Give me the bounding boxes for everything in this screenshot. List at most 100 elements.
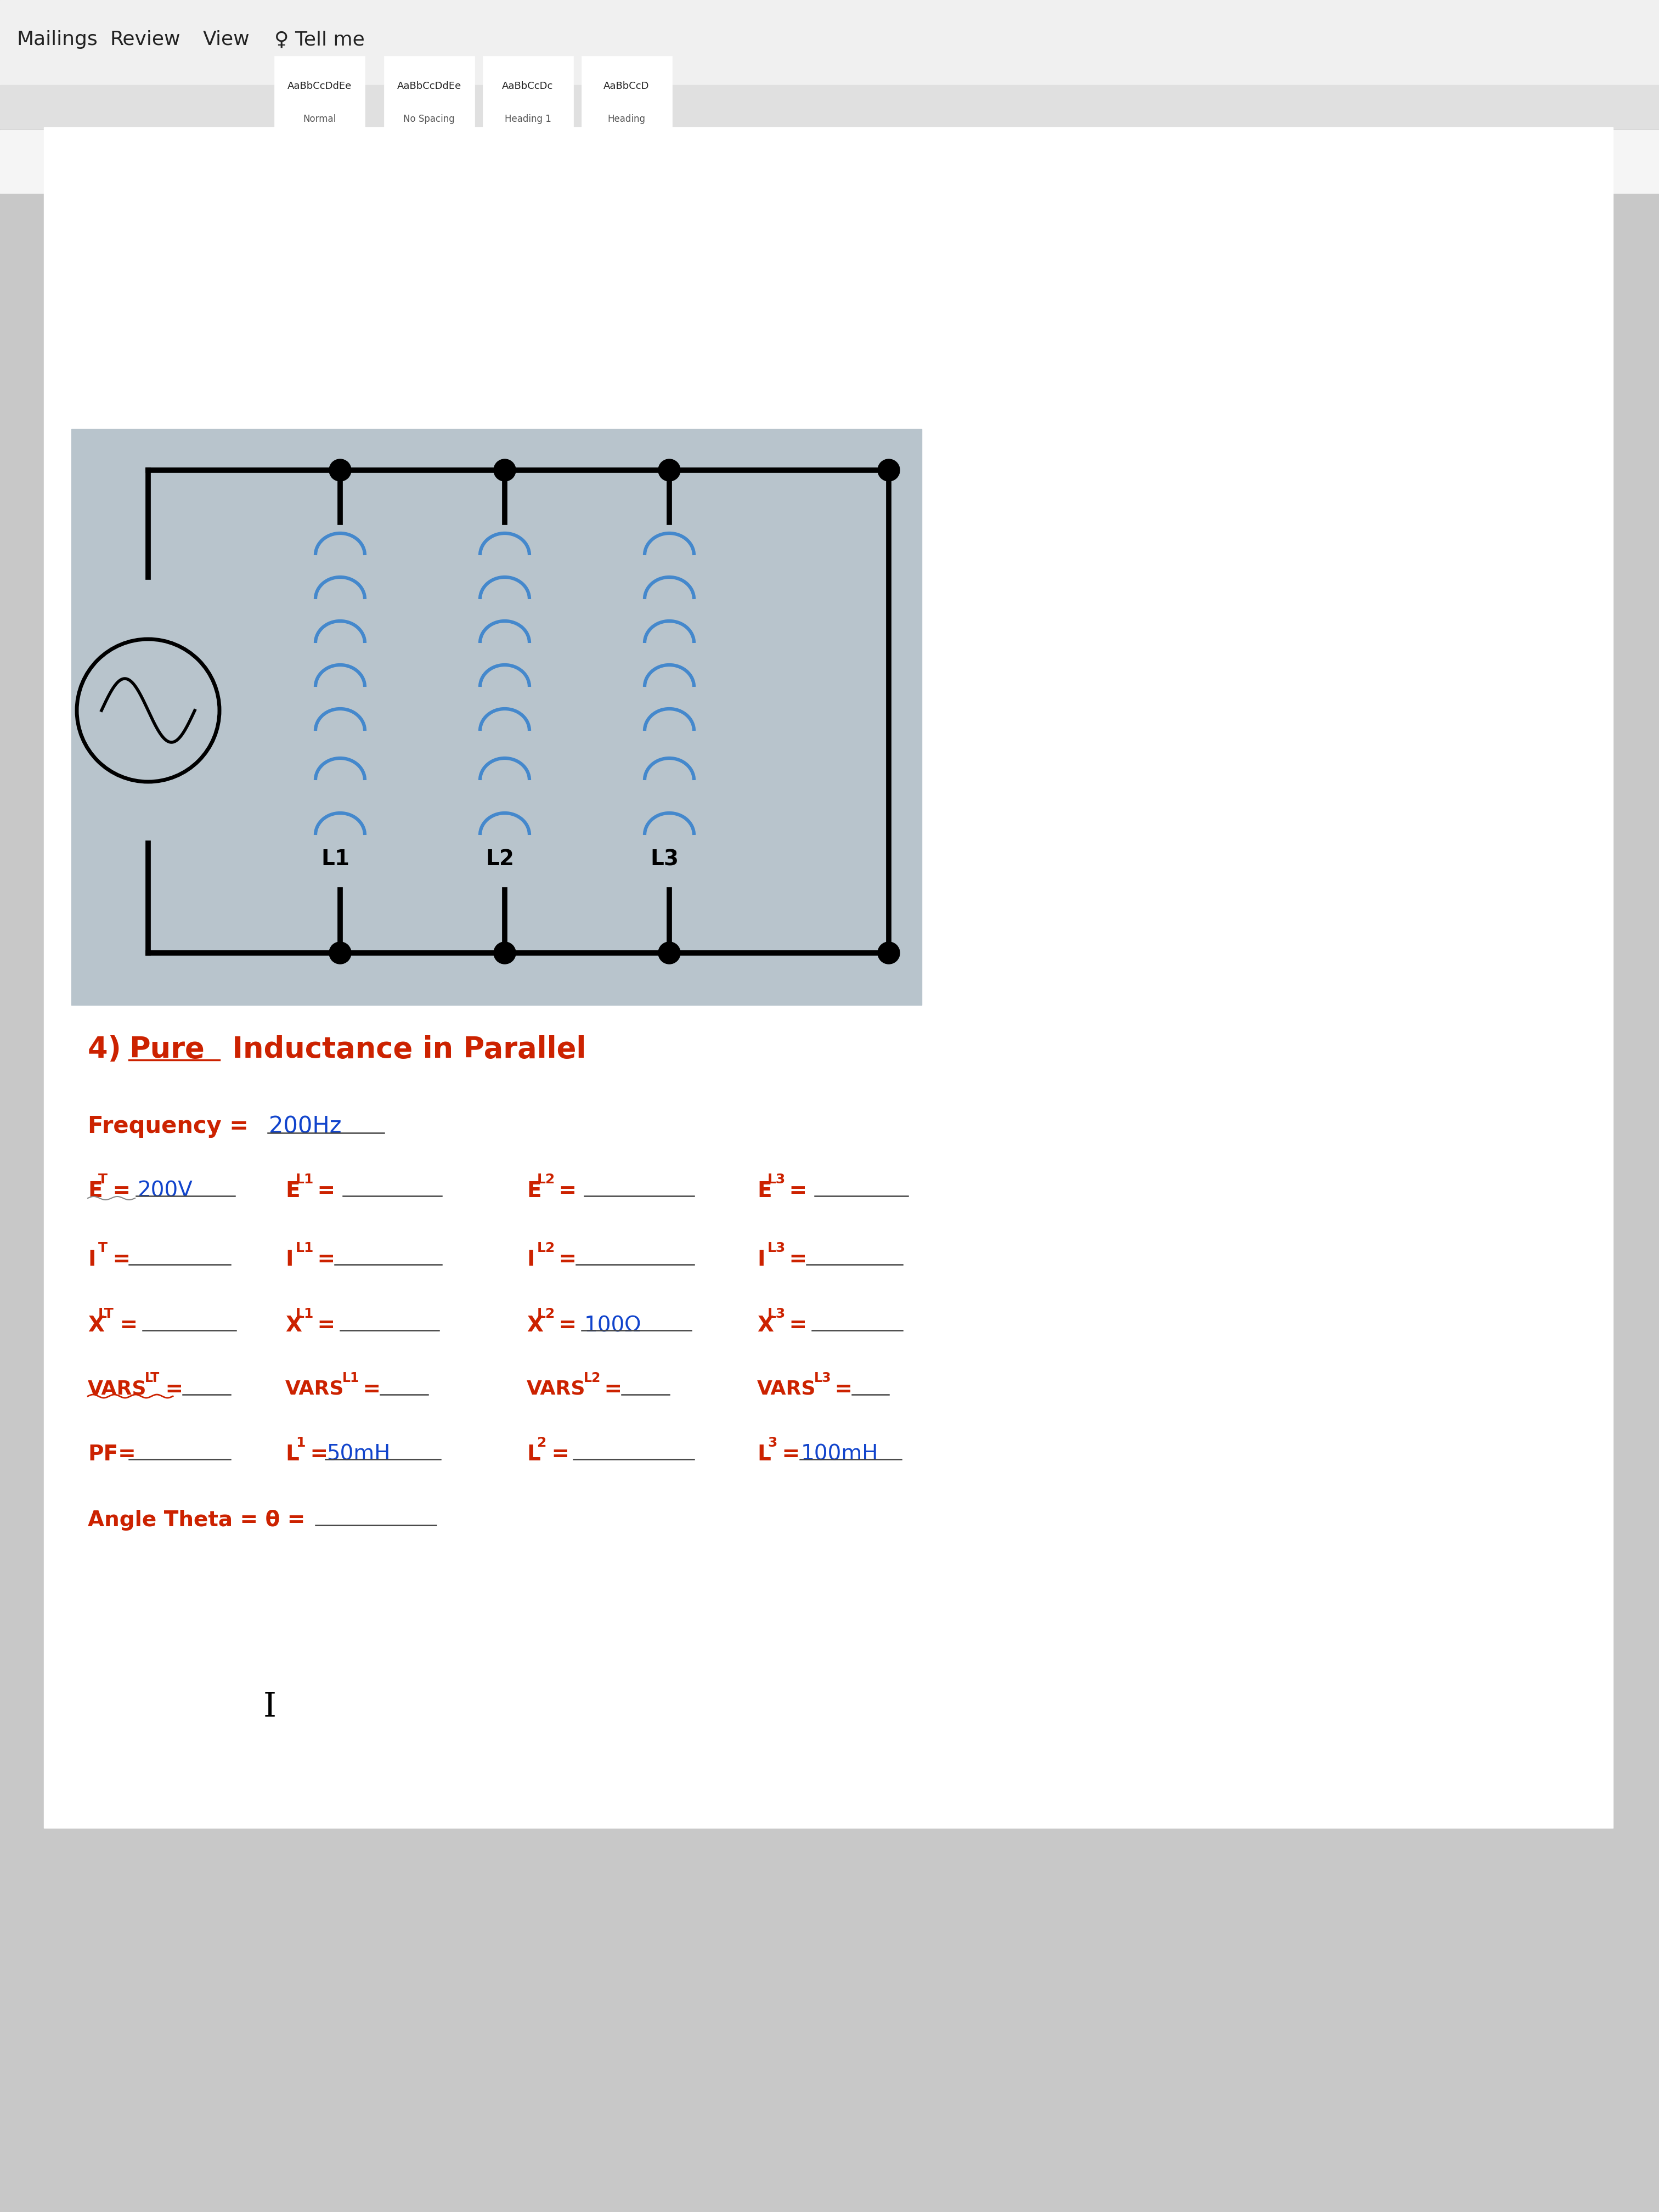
Text: T: T (98, 1241, 108, 1254)
Circle shape (878, 460, 899, 482)
Text: L3: L3 (650, 849, 679, 869)
Text: L2: L2 (486, 849, 514, 869)
Text: =: = (551, 1314, 577, 1336)
Text: 200V: 200V (138, 1181, 192, 1201)
Text: L1: L1 (320, 849, 350, 869)
Text: =: = (597, 1380, 622, 1400)
Text: X: X (526, 1314, 542, 1336)
Text: I: I (757, 1250, 765, 1270)
Bar (483, 55, 574, 128)
Text: L2: L2 (584, 1371, 601, 1385)
Text: L3: L3 (768, 1172, 786, 1186)
Text: VARS: VARS (88, 1380, 146, 1398)
Text: AaBbCcDdEe: AaBbCcDdEe (397, 82, 461, 91)
Text: 1: 1 (295, 1436, 305, 1449)
Text: 100mH: 100mH (801, 1444, 879, 1464)
Text: AaBbCcDc: AaBbCcDc (503, 82, 554, 91)
Text: Heading 1: Heading 1 (504, 115, 551, 124)
Text: L1: L1 (295, 1307, 314, 1321)
Text: =: = (781, 1314, 806, 1336)
Text: 3: 3 (768, 1436, 776, 1449)
Text: T: T (98, 1172, 108, 1186)
Text: =: = (551, 1250, 577, 1270)
Text: X: X (285, 1314, 302, 1336)
Text: L3: L3 (815, 1371, 831, 1385)
Text: X: X (88, 1314, 105, 1336)
Bar (71, 429, 922, 1004)
Text: X: X (757, 1314, 773, 1336)
Circle shape (328, 460, 352, 482)
Text: L3: L3 (768, 1307, 786, 1321)
Bar (0, 84, 1659, 128)
Text: =: = (310, 1250, 335, 1270)
Text: VARS: VARS (285, 1380, 345, 1398)
Text: L: L (526, 1444, 541, 1464)
Text: =: = (310, 1181, 335, 1201)
Text: AaBbCcD: AaBbCcD (604, 82, 649, 91)
Text: AaBbCcDdEe: AaBbCcDdEe (287, 82, 352, 91)
Circle shape (494, 460, 516, 482)
Bar (274, 55, 365, 128)
Text: =: = (304, 1444, 335, 1464)
Text: Angle Theta = θ =: Angle Theta = θ = (88, 1511, 305, 1531)
Text: 50mH: 50mH (327, 1444, 390, 1464)
Bar (0, 131, 1659, 192)
Text: =: = (105, 1250, 131, 1270)
Text: E: E (757, 1181, 771, 1201)
Text: 200Hz: 200Hz (269, 1115, 342, 1137)
Text: No Spacing: No Spacing (403, 115, 455, 124)
Text: Review: Review (109, 31, 181, 49)
Bar (0, 0, 1659, 84)
Text: I: I (526, 1250, 534, 1270)
Text: 4): 4) (88, 1035, 131, 1064)
Text: L1: L1 (342, 1371, 360, 1385)
Text: L3: L3 (768, 1241, 786, 1254)
Text: Inductance in Parallel: Inductance in Parallel (222, 1035, 586, 1064)
Text: =: = (105, 1181, 131, 1201)
Bar (383, 55, 474, 128)
Text: L1: L1 (295, 1241, 314, 1254)
Text: Heading: Heading (607, 115, 645, 124)
Text: PF=: PF= (88, 1444, 136, 1464)
Text: I: I (285, 1250, 294, 1270)
Text: LT: LT (98, 1307, 114, 1321)
Text: Frequency =: Frequency = (88, 1115, 257, 1137)
Circle shape (659, 460, 680, 482)
Text: 100Ω: 100Ω (584, 1314, 642, 1336)
Text: =: = (158, 1380, 182, 1400)
Text: L: L (757, 1444, 771, 1464)
Text: Normal: Normal (302, 115, 335, 124)
Text: =: = (113, 1314, 138, 1336)
Circle shape (878, 942, 899, 964)
Text: =: = (781, 1181, 806, 1201)
Text: =: = (775, 1444, 808, 1464)
Text: =: = (310, 1314, 335, 1336)
Text: VARS: VARS (757, 1380, 816, 1398)
Text: =: = (551, 1181, 577, 1201)
Text: ♀ Tell me: ♀ Tell me (274, 31, 365, 49)
Text: 2: 2 (538, 1436, 546, 1449)
Bar (43, 128, 1613, 1827)
Text: L: L (285, 1444, 299, 1464)
Circle shape (494, 942, 516, 964)
Text: =: = (355, 1380, 382, 1400)
Text: L1: L1 (295, 1172, 314, 1186)
Text: L2: L2 (538, 1241, 556, 1254)
Text: VARS: VARS (526, 1380, 586, 1398)
Text: LT: LT (144, 1371, 159, 1385)
Text: I: I (264, 1690, 277, 1723)
Text: L2: L2 (538, 1307, 556, 1321)
Text: =: = (828, 1380, 853, 1400)
Text: E: E (526, 1181, 541, 1201)
Text: Mailings: Mailings (17, 31, 98, 49)
Text: =: = (544, 1444, 569, 1464)
Circle shape (328, 942, 352, 964)
Text: L2: L2 (538, 1172, 556, 1186)
Text: =: = (781, 1250, 806, 1270)
Text: Pure: Pure (129, 1035, 204, 1064)
Text: E: E (88, 1181, 103, 1201)
Text: View: View (202, 31, 251, 49)
Circle shape (659, 942, 680, 964)
Text: E: E (285, 1181, 300, 1201)
Bar (582, 55, 672, 128)
